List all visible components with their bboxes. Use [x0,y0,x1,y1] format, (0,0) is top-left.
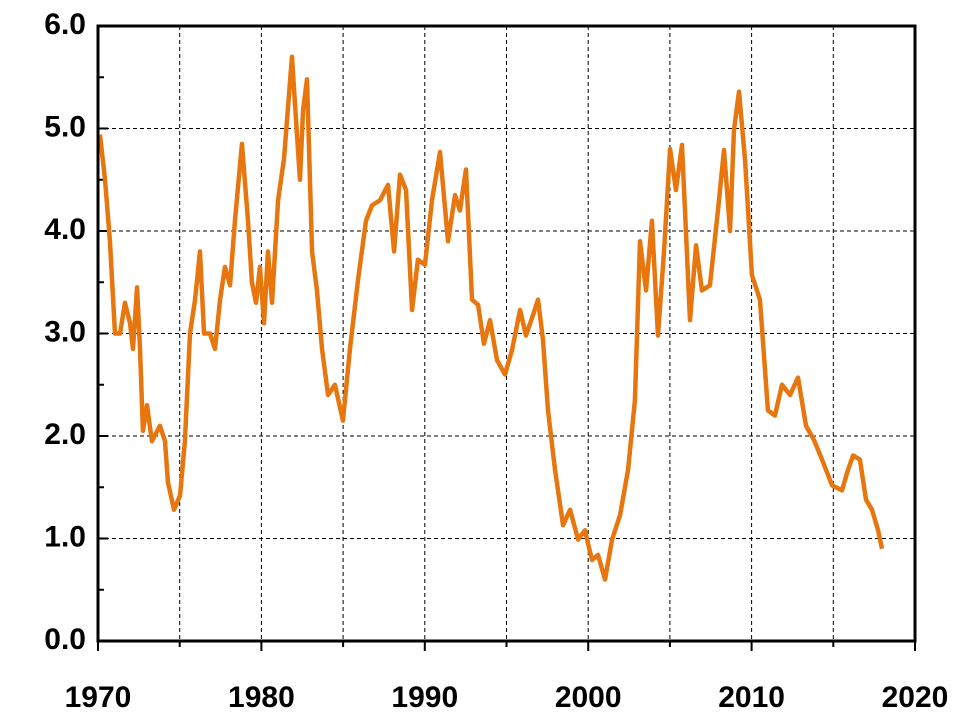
x-tick-label: 1980 [228,681,295,714]
y-tick-label: 0.0 [44,623,86,656]
y-tick-label: 4.0 [44,213,86,246]
y-tick-label: 1.0 [44,520,86,553]
x-tick-label: 2010 [718,681,785,714]
x-tick-label: 1970 [65,681,132,714]
x-tick-label: 2020 [882,681,949,714]
x-tick-label: 2000 [555,681,622,714]
x-tick-label: 1990 [391,681,458,714]
y-tick-label: 3.0 [44,315,86,348]
y-tick-label: 6.0 [44,8,86,41]
y-tick-label: 5.0 [44,110,86,143]
y-tick-label: 2.0 [44,418,86,451]
data-line [97,54,885,582]
plot-frame [96,24,917,643]
